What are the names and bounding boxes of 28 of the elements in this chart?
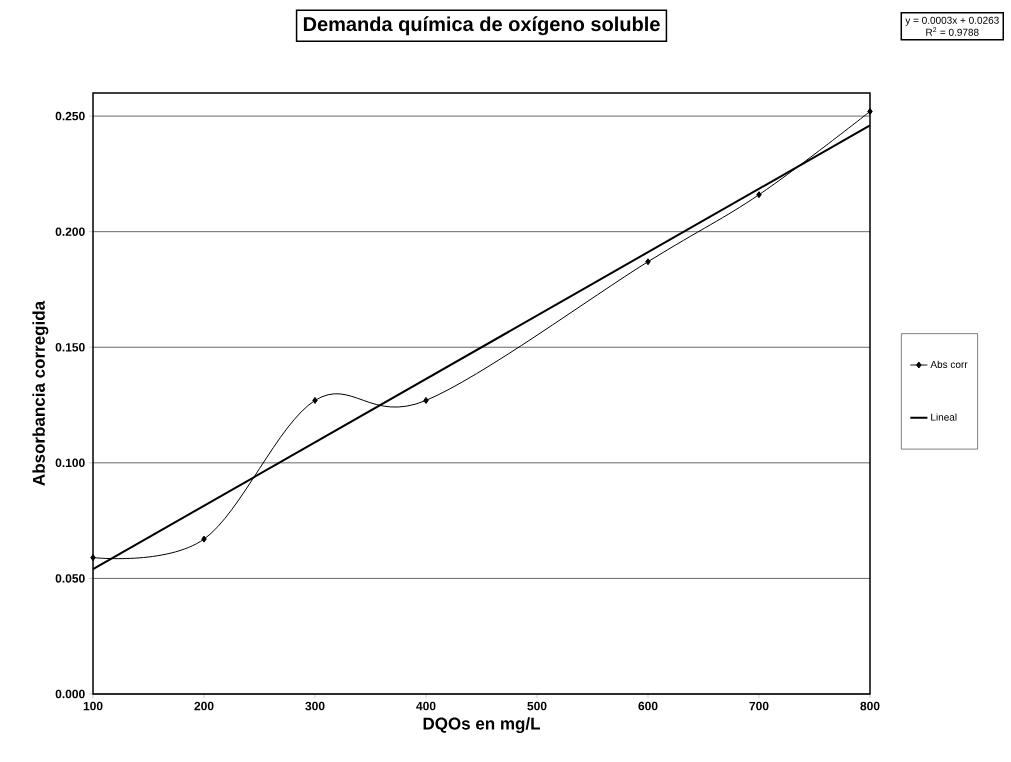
point xyxy=(201,535,207,543)
y-tick-label: 0.250 xyxy=(55,111,85,121)
x-tick-label: 200 xyxy=(194,701,214,711)
point xyxy=(645,258,651,266)
chart-title: Demanda química de oxígeno soluble xyxy=(303,16,660,36)
text: R$^{2}$ = 0.9788 xyxy=(926,27,979,36)
y-tick-label: 0.150 xyxy=(55,343,85,352)
x-axis-title: DQOs en mg/L xyxy=(423,717,541,734)
y-tick-label: 0.000 xyxy=(55,689,85,699)
y-tick-label: 0.050 xyxy=(55,574,85,583)
x-tick-label: 100 xyxy=(83,701,103,711)
point xyxy=(867,107,873,115)
x-tick-label: 700 xyxy=(749,701,769,711)
point xyxy=(312,396,318,404)
x-tick-label: 800 xyxy=(860,701,880,711)
point xyxy=(90,554,96,562)
y-tick-label: 0.200 xyxy=(55,227,85,236)
point xyxy=(423,396,429,404)
text: y = 0.0003x + 0.0263 xyxy=(905,16,999,26)
y-axis-title: Absorbancia corregida xyxy=(32,300,49,486)
x-tick-label: 600 xyxy=(638,701,658,711)
legend-label: Abs corr xyxy=(930,360,968,368)
legend-label: Lineal xyxy=(931,413,957,421)
y-tick-label: 0.100 xyxy=(55,458,85,468)
x-tick-label: 400 xyxy=(416,701,436,711)
x-tick-label: 500 xyxy=(527,701,547,711)
point xyxy=(756,191,762,199)
x-tick-label: 300 xyxy=(305,701,325,711)
